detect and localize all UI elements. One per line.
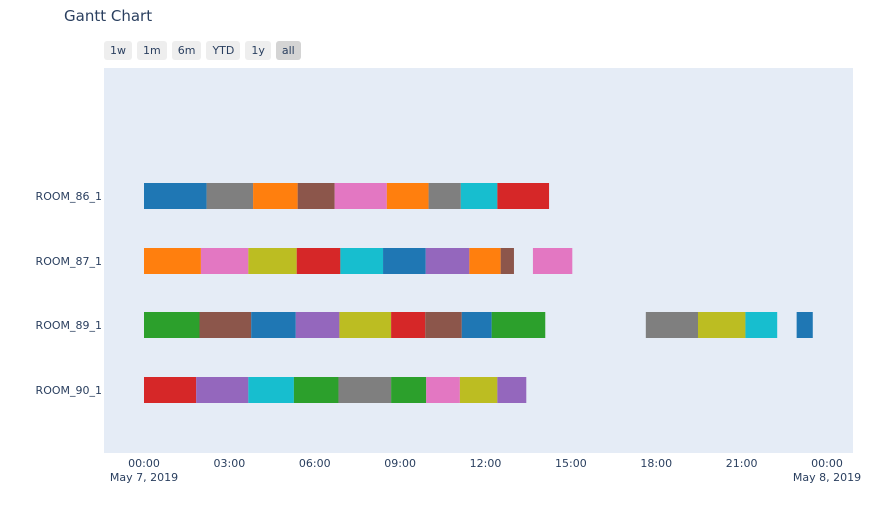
x-tick-date-label: May 8, 2019 bbox=[793, 471, 861, 484]
range-button-all[interactable]: all bbox=[275, 41, 301, 60]
gantt-bar[interactable] bbox=[460, 183, 498, 209]
x-tick-label: 06:00 bbox=[299, 457, 331, 470]
gantt-bar[interactable] bbox=[334, 183, 387, 209]
gantt-bar[interactable] bbox=[386, 183, 429, 209]
gantt-bar[interactable] bbox=[645, 312, 698, 338]
gantt-bar[interactable] bbox=[697, 312, 746, 338]
chart-title: Gantt Chart bbox=[64, 7, 153, 25]
y-tick-label: ROOM_87_1 bbox=[36, 255, 102, 268]
gantt-bar[interactable] bbox=[248, 248, 297, 274]
range-button-1w[interactable]: 1w bbox=[104, 41, 132, 60]
gantt-bar[interactable] bbox=[383, 248, 426, 274]
range-selector: 1w 1m 6m YTD 1y all bbox=[104, 41, 301, 60]
gantt-bar[interactable] bbox=[293, 377, 339, 403]
range-button-1y[interactable]: 1y bbox=[245, 41, 271, 60]
gantt-bar[interactable] bbox=[200, 248, 249, 274]
gantt-bar[interactable] bbox=[391, 377, 427, 403]
gantt-bar[interactable] bbox=[500, 248, 514, 274]
x-tick-label: 21:00 bbox=[726, 457, 758, 470]
gantt-bar[interactable] bbox=[206, 183, 254, 209]
gantt-bar[interactable] bbox=[144, 183, 207, 209]
gantt-bar[interactable] bbox=[391, 312, 426, 338]
range-button-ytd[interactable]: YTD bbox=[206, 41, 241, 60]
gantt-bar[interactable] bbox=[497, 377, 527, 403]
y-tick-label: ROOM_90_1 bbox=[36, 384, 102, 397]
gantt-bar[interactable] bbox=[459, 377, 498, 403]
gantt-bar[interactable] bbox=[248, 377, 294, 403]
x-tick-date-label: May 7, 2019 bbox=[110, 471, 178, 484]
x-tick-label: 15:00 bbox=[555, 457, 587, 470]
gantt-bar[interactable] bbox=[196, 377, 249, 403]
x-tick-label: 00:00 bbox=[811, 457, 843, 470]
gantt-bar[interactable] bbox=[426, 377, 460, 403]
gantt-bar[interactable] bbox=[144, 312, 200, 338]
gantt-bar[interactable] bbox=[295, 312, 340, 338]
x-tick-label: 03:00 bbox=[214, 457, 246, 470]
gantt-bar[interactable] bbox=[532, 248, 573, 274]
gantt-bar[interactable] bbox=[469, 248, 501, 274]
range-button-1m[interactable]: 1m bbox=[137, 41, 167, 60]
x-tick-label: 12:00 bbox=[470, 457, 502, 470]
gantt-bar[interactable] bbox=[745, 312, 778, 338]
x-tick-label: 00:00 bbox=[128, 457, 160, 470]
gantt-bar[interactable] bbox=[428, 183, 461, 209]
gantt-bar[interactable] bbox=[340, 248, 384, 274]
y-tick-label: ROOM_89_1 bbox=[36, 319, 102, 332]
range-button-6m[interactable]: 6m bbox=[171, 41, 202, 60]
gantt-bar[interactable] bbox=[497, 183, 550, 209]
gantt-bar[interactable] bbox=[251, 312, 296, 338]
gantt-bar[interactable] bbox=[796, 312, 813, 338]
x-tick-label: 09:00 bbox=[384, 457, 416, 470]
gantt-bar[interactable] bbox=[425, 312, 462, 338]
x-tick-label: 18:00 bbox=[640, 457, 672, 470]
gantt-bar[interactable] bbox=[144, 377, 197, 403]
gantt-bar[interactable] bbox=[339, 312, 392, 338]
gantt-bar[interactable] bbox=[491, 312, 546, 338]
gantt-bar[interactable] bbox=[461, 312, 492, 338]
gantt-bar[interactable] bbox=[199, 312, 252, 338]
gantt-bar[interactable] bbox=[338, 377, 392, 403]
gantt-bar[interactable] bbox=[144, 248, 201, 274]
gantt-bar[interactable] bbox=[297, 183, 335, 209]
gantt-bar[interactable] bbox=[253, 183, 298, 209]
gantt-bar[interactable] bbox=[425, 248, 470, 274]
y-tick-label: ROOM_86_1 bbox=[36, 190, 102, 203]
gantt-bar[interactable] bbox=[296, 248, 341, 274]
